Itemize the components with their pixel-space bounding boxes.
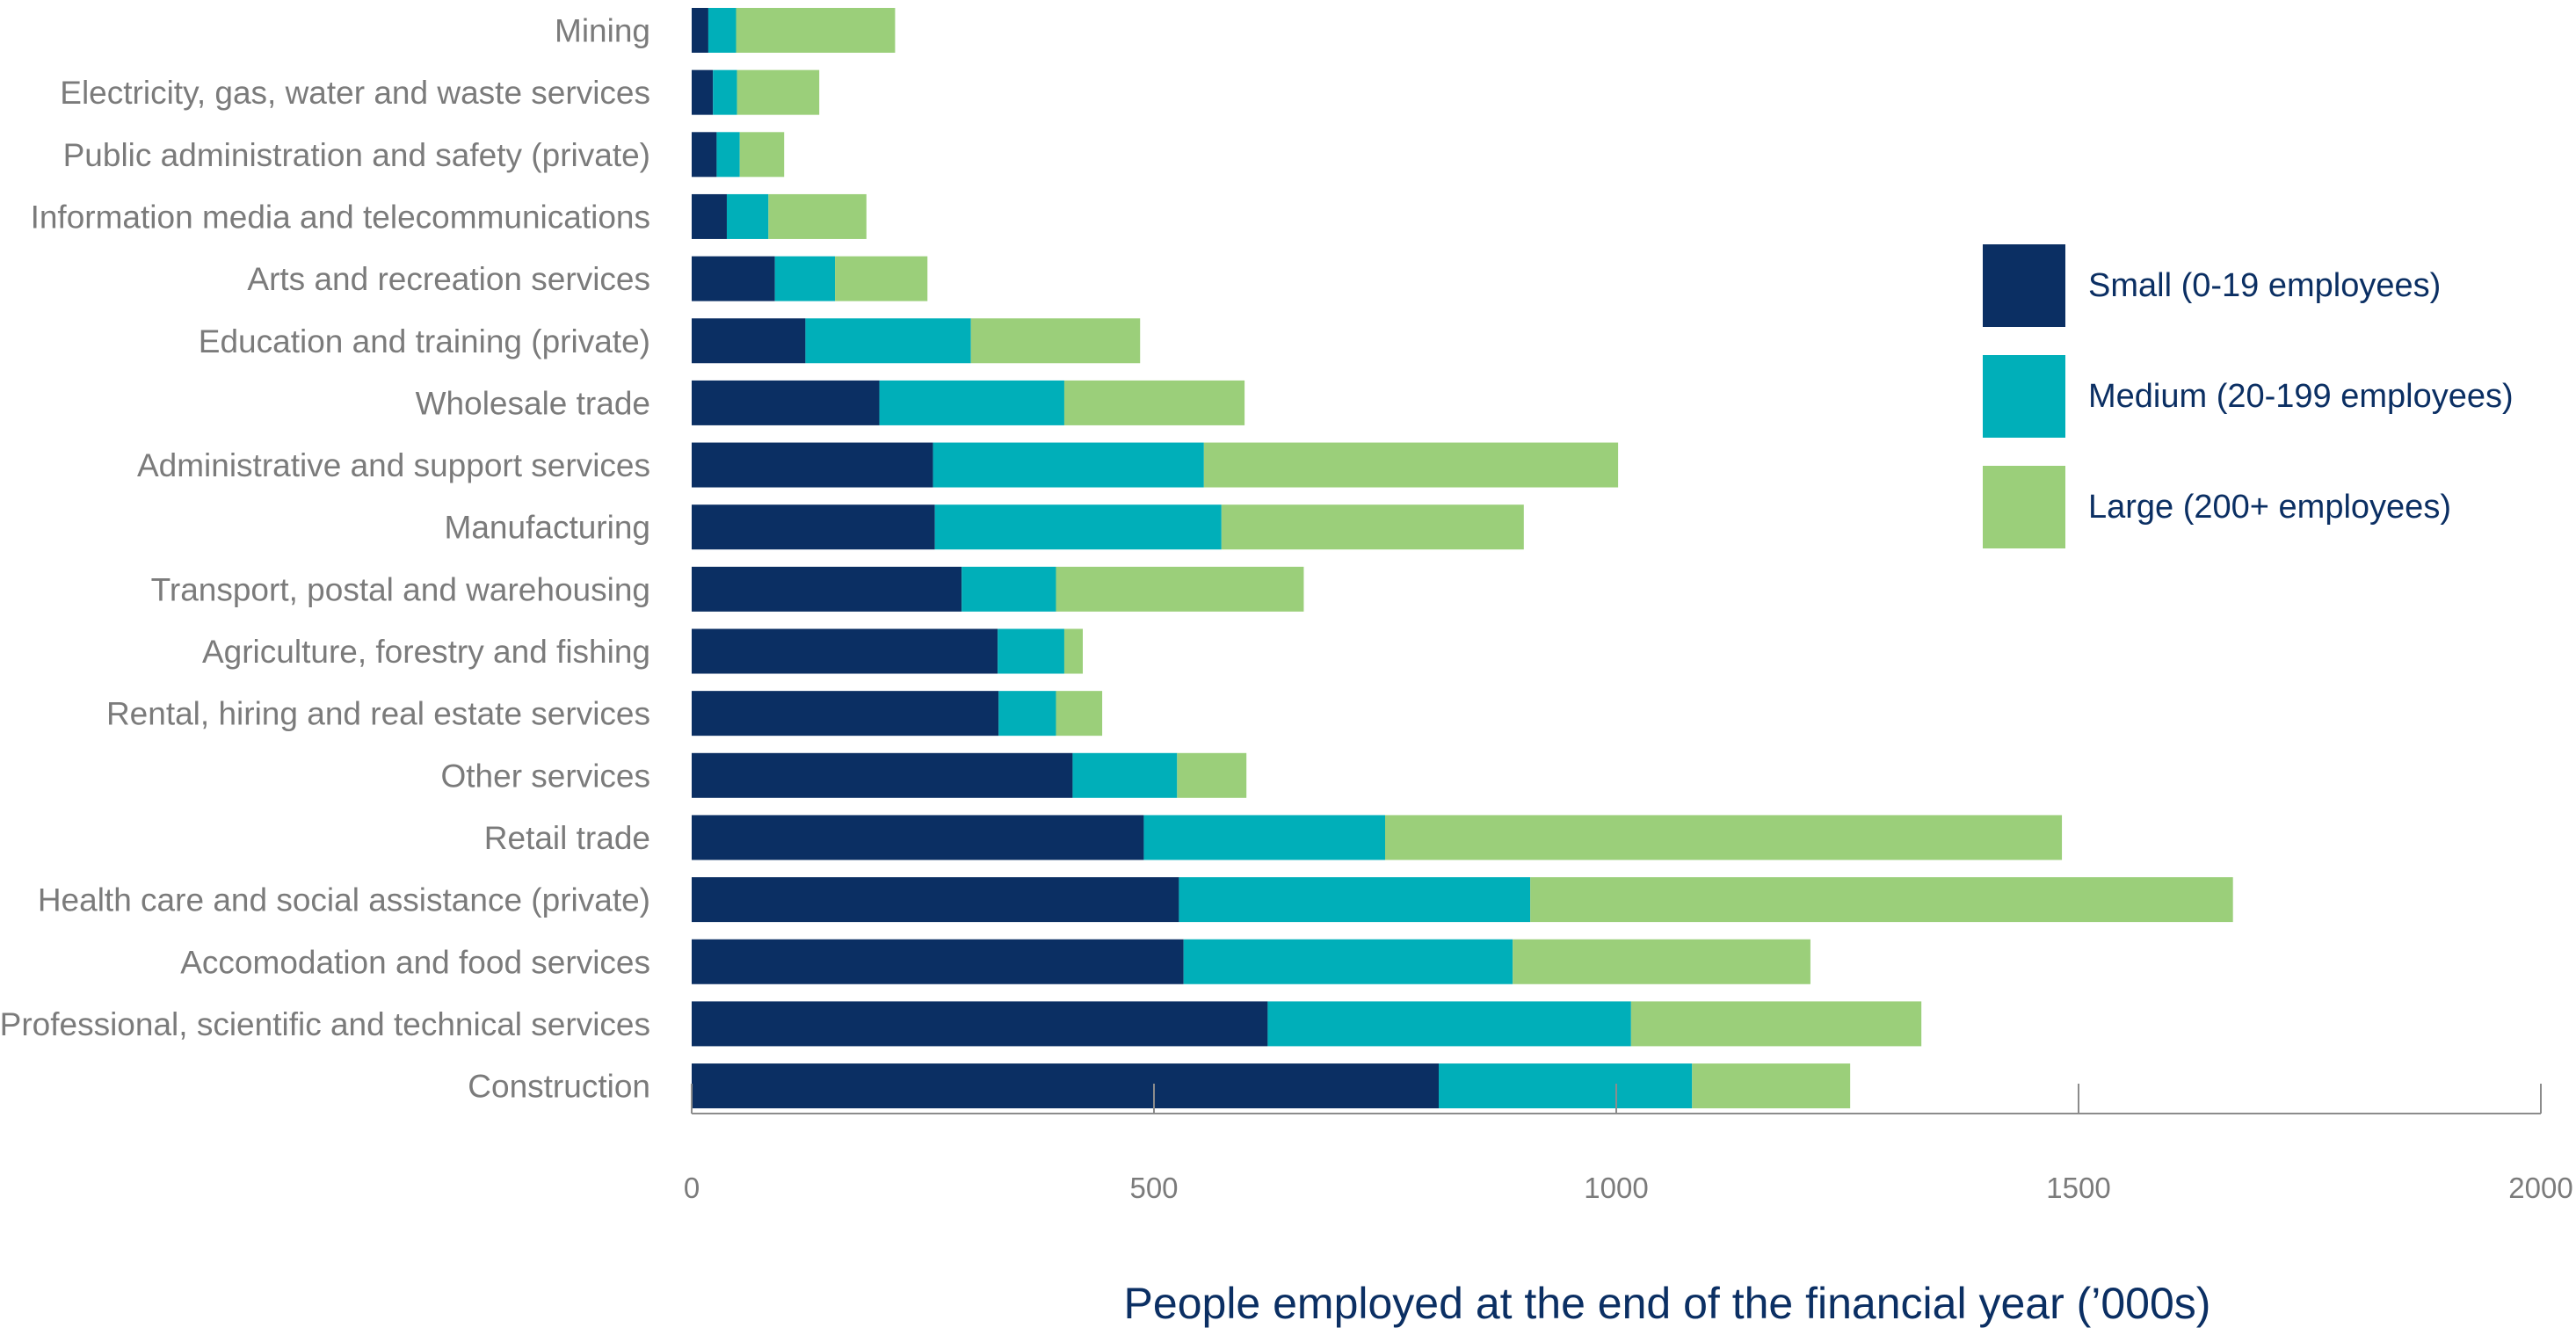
- bar-electricity-gas-water-and-waste-services-small: [692, 69, 714, 115]
- category-label-education-and-training-private: Education and training (private): [199, 323, 650, 359]
- category-label-accomodation-and-food-services: Accomodation and food services: [180, 944, 650, 980]
- legend-label-large: Large (200+ employees): [2088, 489, 2451, 526]
- bar-agriculture-forestry-and-fishing-small: [692, 628, 998, 674]
- bars-group: [692, 8, 2233, 1109]
- bar-wholesale-trade-small: [692, 380, 880, 425]
- bar-electricity-gas-water-and-waste-services-large: [737, 69, 820, 115]
- bar-information-media-and-telecommunications-large: [768, 193, 867, 239]
- category-label-information-media-and-telecommunications: Information media and telecommunications: [31, 199, 650, 235]
- bar-arts-and-recreation-services-medium: [774, 256, 836, 301]
- bar-public-administration-and-safety-private-large: [739, 132, 785, 178]
- bar-education-and-training-private-large: [970, 318, 1141, 364]
- category-label-mining: Mining: [555, 13, 650, 49]
- x-tick-label-1000: 1000: [1584, 1172, 1648, 1204]
- x-tick-label-0: 0: [684, 1172, 700, 1204]
- x-tick-label-1500: 1500: [2046, 1172, 2110, 1204]
- bar-accomodation-and-food-services-medium: [1183, 939, 1513, 984]
- category-label-wholesale-trade: Wholesale trade: [416, 385, 650, 421]
- bar-health-care-and-social-assistance-private-small: [692, 877, 1179, 923]
- legend-swatch-large: [1983, 466, 2065, 548]
- bar-education-and-training-private-small: [692, 318, 806, 364]
- category-label-transport-postal-and-warehousing: Transport, postal and warehousing: [151, 571, 650, 607]
- bar-mining-large: [736, 8, 896, 53]
- bar-retail-trade-medium: [1143, 815, 1385, 860]
- bar-accomodation-and-food-services-small: [692, 939, 1184, 984]
- bar-other-services-medium: [1072, 752, 1178, 798]
- bar-retail-trade-large: [1385, 815, 2063, 860]
- category-label-administrative-and-support-services: Administrative and support services: [137, 447, 650, 483]
- bar-mining-small: [692, 8, 708, 53]
- bar-agriculture-forestry-and-fishing-medium: [998, 628, 1064, 674]
- bar-electricity-gas-water-and-waste-services-medium: [713, 69, 737, 115]
- bar-manufacturing-medium: [934, 504, 1222, 550]
- bar-information-media-and-telecommunications-small: [692, 193, 727, 239]
- bar-administrative-and-support-services-large: [1203, 442, 1619, 488]
- category-label-agriculture-forestry-and-fishing: Agriculture, forestry and fishing: [202, 634, 650, 670]
- category-label-retail-trade: Retail trade: [484, 820, 650, 856]
- bar-other-services-large: [1177, 752, 1247, 798]
- bar-construction-small: [692, 1063, 1440, 1109]
- category-label-arts-and-recreation-services: Arts and recreation services: [247, 261, 650, 297]
- bar-manufacturing-small: [692, 504, 935, 550]
- x-tick-label-500: 500: [1129, 1172, 1178, 1204]
- legend-label-medium: Medium (20-199 employees): [2088, 378, 2514, 415]
- bar-health-care-and-social-assistance-private-medium: [1179, 877, 1531, 923]
- bar-public-administration-and-safety-private-small: [692, 132, 717, 178]
- category-label-health-care-and-social-assistance-private: Health care and social assistance (priva…: [38, 882, 650, 918]
- bar-transport-postal-and-warehousing-medium: [961, 566, 1056, 612]
- bar-accomodation-and-food-services-large: [1513, 939, 1810, 984]
- legend: Small (0-19 employees) Medium (20-199 emp…: [1983, 244, 2514, 548]
- bar-transport-postal-and-warehousing-small: [692, 566, 962, 612]
- bar-rental-hiring-and-real-estate-services-medium: [998, 691, 1056, 737]
- legend-swatch-small: [1983, 244, 2065, 327]
- bar-rental-hiring-and-real-estate-services-large: [1056, 691, 1103, 737]
- bar-retail-trade-small: [692, 815, 1144, 860]
- bar-manufacturing-large: [1221, 504, 1524, 550]
- category-label-manufacturing: Manufacturing: [445, 510, 650, 546]
- legend-label-small: Small (0-19 employees): [2088, 267, 2441, 304]
- bar-arts-and-recreation-services-large: [835, 256, 928, 301]
- category-label-construction: Construction: [468, 1069, 650, 1105]
- category-label-electricity-gas-water-and-waste-services: Electricity, gas, water and waste servic…: [60, 75, 650, 111]
- category-label-other-services: Other services: [440, 758, 650, 794]
- bar-mining-medium: [707, 8, 737, 53]
- bar-wholesale-trade-large: [1063, 380, 1245, 425]
- bar-public-administration-and-safety-private-medium: [716, 132, 740, 178]
- bar-information-media-and-telecommunications-medium: [726, 193, 769, 239]
- x-axis: 0 500 1000 1500 2000: [684, 1084, 2573, 1204]
- bar-rental-hiring-and-real-estate-services-small: [692, 691, 999, 737]
- x-axis-title: People employed at the end of the financ…: [1124, 1279, 2211, 1328]
- bar-construction-large: [1692, 1063, 1851, 1109]
- bar-education-and-training-private-medium: [805, 318, 971, 364]
- bar-wholesale-trade-medium: [879, 380, 1064, 425]
- category-labels: Mining Electricity, gas, water and waste …: [0, 13, 650, 1105]
- bar-health-care-and-social-assistance-private-large: [1530, 877, 2233, 923]
- bar-construction-medium: [1439, 1063, 1693, 1109]
- bar-agriculture-forestry-and-fishing-large: [1063, 628, 1083, 674]
- bar-administrative-and-support-services-medium: [932, 442, 1204, 488]
- bar-professional-scientific-and-technical-services-large: [1630, 1001, 1922, 1047]
- category-label-professional-scientific-and-technical-services: Professional, scientific and technical s…: [0, 1006, 650, 1042]
- bar-professional-scientific-and-technical-services-small: [692, 1001, 1268, 1047]
- bar-transport-postal-and-warehousing-large: [1056, 566, 1304, 612]
- bar-administrative-and-support-services-small: [692, 442, 933, 488]
- bar-arts-and-recreation-services-small: [692, 256, 775, 301]
- bar-other-services-small: [692, 752, 1073, 798]
- category-label-public-administration-and-safety-private: Public administration and safety (privat…: [63, 137, 650, 173]
- legend-swatch-medium: [1983, 355, 2065, 438]
- category-label-rental-hiring-and-real-estate-services: Rental, hiring and real estate services: [106, 696, 650, 732]
- bar-professional-scientific-and-technical-services-medium: [1267, 1001, 1631, 1047]
- x-tick-label-2000: 2000: [2508, 1172, 2572, 1204]
